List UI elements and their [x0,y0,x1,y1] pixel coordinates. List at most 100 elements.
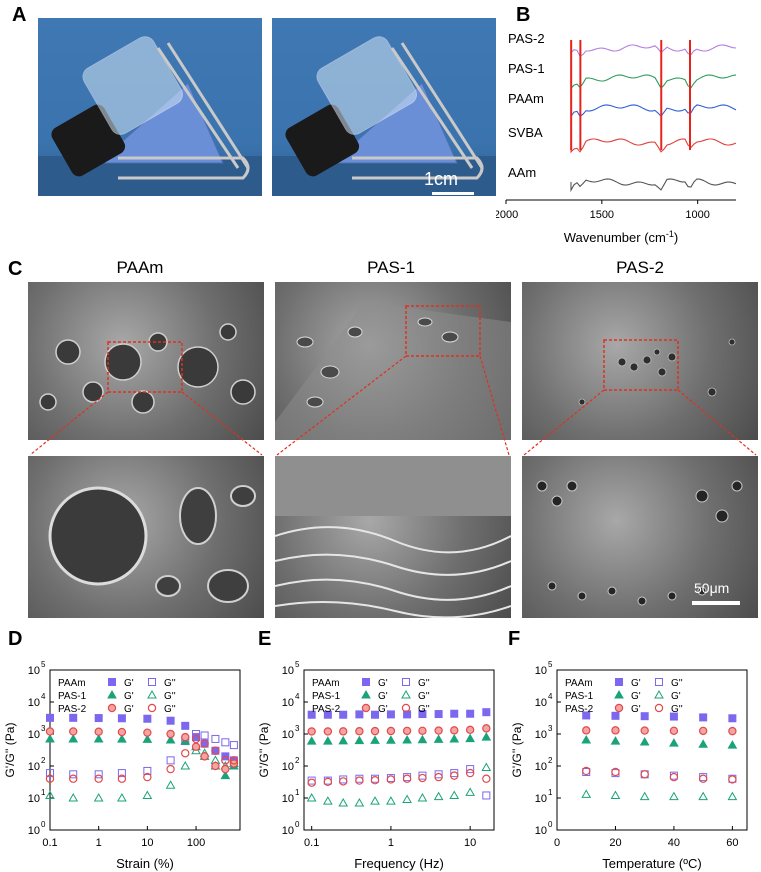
sem-title-pas2: PAS-2 [616,258,664,277]
series-line-aam [570,178,737,193]
data-point [200,731,209,740]
data-point [143,772,152,782]
y-tick-label: 10 [535,825,547,837]
data-point [699,713,708,722]
data-point [418,726,427,735]
data-point [640,726,649,735]
data-point [582,711,591,720]
x-tick-label: 0.1 [304,837,319,849]
data-point [165,780,176,789]
y-tick-exponent: 4 [41,692,46,701]
data-point [434,726,443,735]
legend-label: PAS-1 [312,691,341,702]
data-point [698,791,709,801]
y-tick-exponent: 3 [41,724,46,733]
vial-photo-right: 1cm [272,18,496,196]
data-point [639,791,650,801]
data-point [610,790,621,799]
data-point [306,792,317,802]
scale-bar-label: 1cm [424,169,459,189]
data-point [46,713,54,722]
legend-gpp: G'' [671,704,683,715]
data-point [322,736,333,745]
data-point [581,789,592,798]
panel-label-d: D [8,628,23,650]
legend-label: PAS-1 [565,691,594,702]
data-point [117,714,126,723]
data-point [582,766,591,776]
data-point [639,737,650,746]
y-axis-label: G'/G'' (Pa) [257,723,271,778]
legend-label: PAAm [565,678,593,689]
data-point [727,791,738,801]
data-point [698,774,708,783]
data-point [221,738,230,747]
legend-marker [148,678,156,686]
data-point [418,773,427,783]
data-point [450,769,459,778]
data-point [93,792,104,802]
data-point [166,764,175,774]
x-tick-label: 1 [388,837,394,849]
data-point [386,726,396,736]
panel-label-c: C [8,258,23,280]
legend-marker [615,678,623,686]
y-tick-exponent: 5 [548,660,553,669]
y-tick-label: 10 [28,729,40,741]
legend-gpp: G' [671,691,681,702]
data-point [481,762,492,771]
legend-gp: G' [378,704,388,715]
data-point [117,774,127,783]
data-point [386,775,396,784]
y-tick-label: 10 [535,793,547,805]
data-point [669,738,679,747]
data-point [339,777,348,786]
data-point [434,710,443,719]
y-tick-label: 10 [28,665,40,677]
data-point [418,771,427,780]
legend-marker [108,678,116,686]
data-point [338,797,349,807]
y-tick-exponent: 1 [41,788,46,797]
legend-gpp: G'' [418,691,430,702]
plot-frame [556,669,748,831]
x-tick-label: 1500 [590,209,614,221]
data-point [482,774,491,783]
legend-label: PAS-1 [58,691,87,702]
data-point [417,792,428,802]
x-axis-label: Wavenumber (cm-1) [564,229,678,245]
y-tick-exponent: 3 [295,724,300,733]
legend-marker [147,703,157,713]
y-tick-label: 10 [28,761,40,773]
data-point [386,735,396,744]
data-point [69,774,78,783]
legend-gpp: G'' [164,691,176,702]
data-point [45,727,55,736]
y-tick-label: 10 [282,825,294,837]
data-point [181,732,190,742]
data-point [166,756,175,765]
series-line-svba [570,138,737,154]
data-point [481,732,492,741]
data-point [200,739,209,748]
data-point [669,791,679,801]
x-tick-label: 20 [609,837,621,849]
y-tick-label: 10 [282,665,294,677]
data-point [165,734,176,744]
y-tick-label: 10 [28,793,40,805]
data-point [386,796,396,805]
plot-frame [303,669,495,831]
data-point [192,730,201,738]
data-point [143,728,152,737]
data-point [450,726,459,735]
panel-label-f: F [508,628,521,650]
y-tick-label: 10 [28,825,40,837]
x-tick-label: 100 [187,837,205,849]
data-point [465,725,475,735]
x-tick-label: 1 [96,837,102,849]
legend-gp: G' [631,678,641,689]
data-point [142,790,153,799]
data-point [211,746,220,755]
data-point [728,775,737,784]
